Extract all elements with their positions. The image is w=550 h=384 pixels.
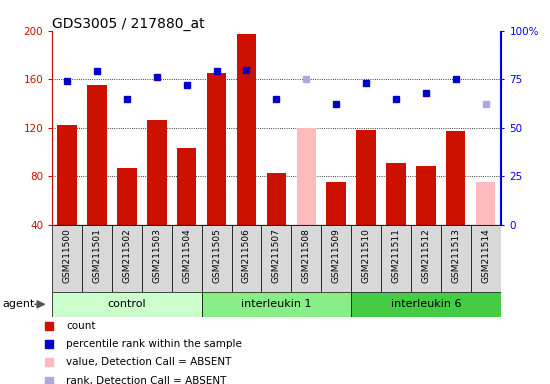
Bar — [351, 225, 381, 292]
Bar — [292, 225, 321, 292]
Bar — [381, 225, 411, 292]
Bar — [142, 225, 172, 292]
Bar — [386, 163, 405, 225]
Bar — [356, 130, 376, 225]
Bar — [411, 225, 441, 292]
Bar — [52, 225, 82, 292]
Text: GSM211500: GSM211500 — [63, 228, 72, 283]
Bar — [232, 225, 261, 292]
Bar — [261, 225, 292, 292]
Text: agent: agent — [3, 299, 35, 310]
Text: GSM211503: GSM211503 — [152, 228, 161, 283]
Bar — [117, 168, 136, 225]
Bar — [416, 167, 436, 225]
Text: GSM211514: GSM211514 — [481, 228, 490, 283]
Text: interleukin 6: interleukin 6 — [390, 299, 461, 310]
Text: count: count — [67, 321, 96, 331]
Text: GSM211504: GSM211504 — [182, 228, 191, 283]
Text: GSM211505: GSM211505 — [212, 228, 221, 283]
Text: GSM211511: GSM211511 — [392, 228, 400, 283]
Bar — [296, 127, 316, 225]
Bar — [52, 292, 202, 317]
Bar — [202, 225, 232, 292]
Text: GSM211512: GSM211512 — [421, 228, 430, 283]
Text: GSM211513: GSM211513 — [451, 228, 460, 283]
Text: GSM211507: GSM211507 — [272, 228, 281, 283]
Text: GSM211509: GSM211509 — [332, 228, 340, 283]
Bar — [87, 85, 107, 225]
Bar — [327, 182, 346, 225]
Bar — [58, 125, 77, 225]
Bar — [441, 225, 471, 292]
Bar — [172, 225, 202, 292]
Bar — [267, 172, 286, 225]
Text: GSM211502: GSM211502 — [123, 228, 131, 283]
Bar — [237, 34, 256, 225]
Text: GSM211510: GSM211510 — [361, 228, 371, 283]
Bar — [471, 225, 501, 292]
Bar — [202, 292, 351, 317]
Bar — [177, 148, 196, 225]
Text: value, Detection Call = ABSENT: value, Detection Call = ABSENT — [67, 358, 232, 367]
Bar — [321, 225, 351, 292]
Text: rank, Detection Call = ABSENT: rank, Detection Call = ABSENT — [67, 376, 227, 384]
Bar — [476, 182, 495, 225]
Text: GSM211506: GSM211506 — [242, 228, 251, 283]
Bar — [82, 225, 112, 292]
Bar — [446, 131, 465, 225]
Bar — [351, 292, 501, 317]
Text: GSM211501: GSM211501 — [92, 228, 102, 283]
Text: GSM211508: GSM211508 — [302, 228, 311, 283]
Text: percentile rank within the sample: percentile rank within the sample — [67, 339, 242, 349]
Bar — [112, 225, 142, 292]
Bar — [207, 73, 226, 225]
Bar — [147, 121, 167, 225]
Text: GDS3005 / 217880_at: GDS3005 / 217880_at — [52, 17, 205, 31]
Text: interleukin 1: interleukin 1 — [241, 299, 312, 310]
Text: control: control — [108, 299, 146, 310]
